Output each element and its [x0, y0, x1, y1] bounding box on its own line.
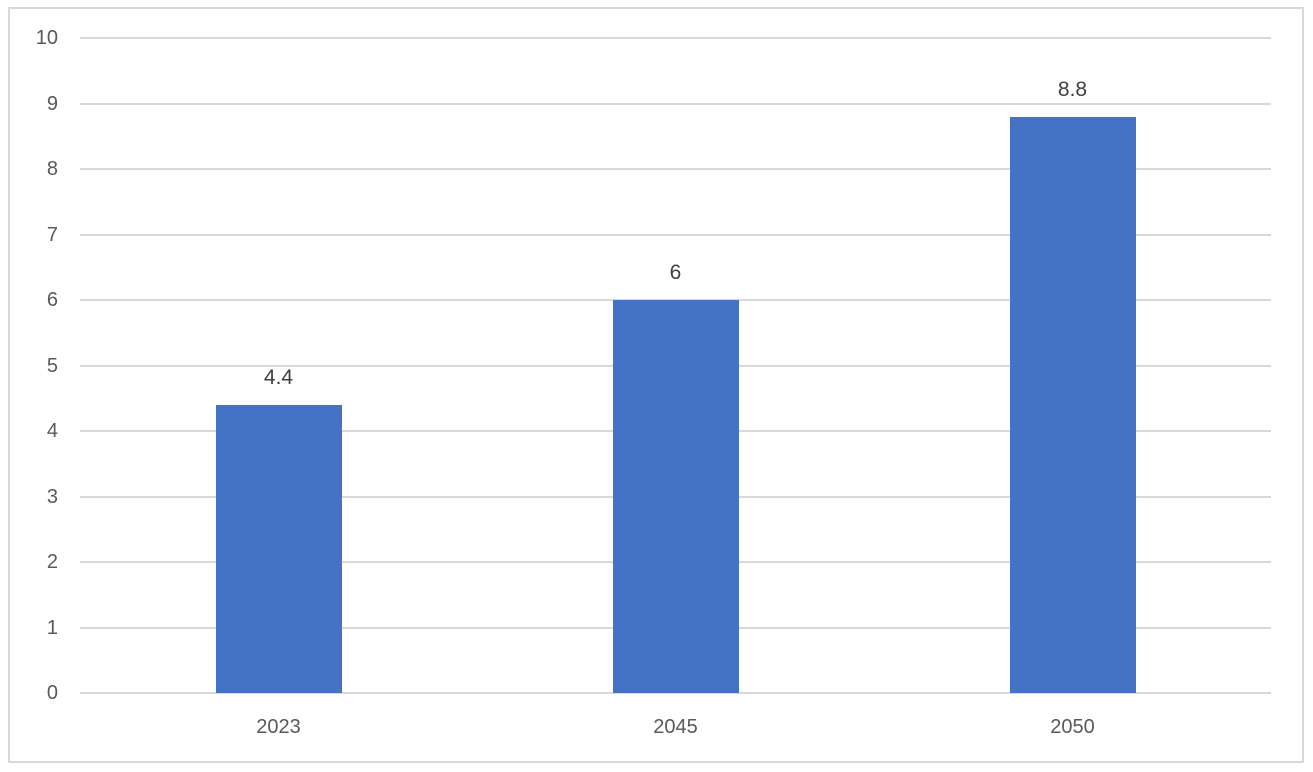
y-axis-tick-label: 3 — [46, 485, 58, 508]
bar-2045 — [612, 300, 739, 693]
y-axis-tick-label: 8 — [46, 158, 58, 180]
y-axis-tick-label: 7 — [46, 223, 58, 246]
y-axis-tick-label: 10 — [35, 27, 58, 49]
x-axis-category-label: 2045 — [653, 716, 698, 738]
x-axis-category-label: 2050 — [1050, 716, 1095, 738]
y-axis-tick-label: 9 — [46, 92, 58, 115]
y-axis-tick-label: 5 — [46, 354, 58, 377]
bar-2050 — [1009, 116, 1136, 693]
y-axis-tick-label: 1 — [46, 616, 58, 639]
data-label: 6 — [669, 261, 682, 284]
bar-2023 — [215, 404, 342, 693]
y-axis-tick-label: 0 — [46, 682, 58, 704]
y-axis-tick-label: 6 — [46, 289, 58, 311]
data-label: 8.8 — [1057, 77, 1088, 101]
data-label: 4.4 — [263, 365, 294, 389]
x-axis-category-label: 2023 — [256, 716, 301, 738]
y-axis-tick-label: 2 — [46, 551, 58, 573]
y-axis-tick-label: 4 — [46, 420, 58, 442]
